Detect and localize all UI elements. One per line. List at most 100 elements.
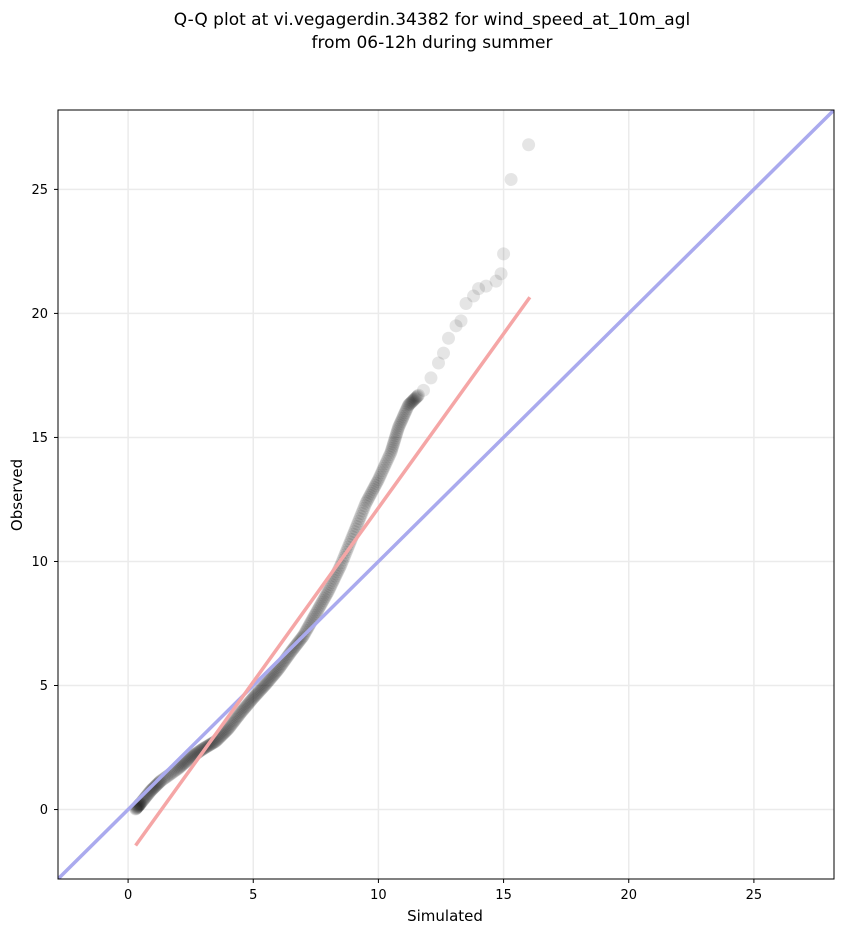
qq-point [371,473,385,487]
qq-point [263,672,277,686]
qq-point [411,388,425,402]
qq-point [403,397,417,411]
qq-point [264,671,278,685]
qq-point [267,667,281,681]
qq-point [238,701,252,715]
qq-point [318,590,332,604]
qq-point [459,296,473,310]
qq-point [256,681,270,695]
qq-point [287,641,301,655]
qq-point [258,678,272,692]
qq-point [237,702,251,716]
qq-point [353,512,367,526]
qq-point [179,754,193,768]
qq-point [148,780,162,794]
qq-point [375,466,389,480]
qq-point [227,714,241,728]
qq-point [174,759,188,773]
axis-ticks: 0 5 10 15 20 25 0 5 10 15 20 25 [31,183,762,903]
qq-point [232,708,246,722]
qq-point [317,592,331,606]
qq-point [151,776,165,790]
qq-point [381,452,395,466]
y-tick-label: 0 [40,803,48,818]
qq-point [308,608,322,622]
qq-point [261,675,275,689]
x-tick-label: 20 [620,888,637,903]
qq-point [351,517,365,531]
qq-point [406,393,420,407]
qq-point [150,777,164,791]
qq-point [300,621,314,635]
qq-point [154,774,168,788]
qq-point [153,775,167,789]
qq-point [310,605,324,619]
qq-point [254,683,268,697]
qq-point [356,504,370,518]
qq-point [382,450,396,464]
qq-point [385,443,399,457]
qq-point [350,519,364,533]
qq-point [225,717,239,731]
qq-point [449,319,463,333]
qq-point [240,698,254,712]
qq-point [400,402,414,416]
qq-point [396,409,410,423]
qq-point [260,676,274,690]
qq-point [391,421,405,435]
plot-area [58,110,834,879]
qq-point [313,599,327,613]
identity-line [58,110,834,879]
qq-point [235,705,249,719]
qq-point [181,753,195,767]
qq-point [246,691,260,705]
qq-point [239,700,253,714]
qq-point [233,707,247,721]
x-tick-label: 15 [495,888,512,903]
qq-point [385,441,399,455]
fit-line [134,296,532,847]
chart-title-line-1: Q-Q plot at vi.vegagerdin.34382 for wind… [174,10,690,30]
qq-point [248,689,262,703]
qq-point [223,719,237,733]
qq-point [354,509,368,523]
qq-point [145,782,159,796]
qq-point [182,752,196,766]
qq-point [366,482,380,496]
qq-point [230,711,244,725]
qq-point [251,685,265,699]
qq-point [262,674,276,688]
qq-point [149,778,163,792]
qq-point [352,514,366,528]
qq-point [253,684,267,698]
qq-point [368,479,382,493]
x-tick-label: 25 [746,888,763,903]
qq-point [247,690,261,704]
qq-point [243,695,257,709]
qq-point [454,314,468,328]
qq-point [411,389,425,403]
qq-point [404,396,418,410]
qq-point [442,331,456,345]
qq-point [401,398,415,412]
x-tick-label: 0 [124,888,132,903]
qq-point [312,601,326,615]
qq-point [326,576,340,590]
qq-point [504,172,518,186]
qq-point [257,680,271,694]
qq-point [206,736,220,750]
qq-point [178,755,192,769]
qq-point [402,397,416,411]
qq-point [309,607,323,621]
qq-point [392,419,406,433]
qq-point [255,682,269,696]
qq-point [489,274,503,288]
qq-point [363,488,377,502]
qq-point [360,494,374,508]
qq-point [436,346,450,360]
qq-point [149,779,163,793]
qq-point [249,688,263,702]
qq-point [322,582,336,596]
qq-point [379,457,393,471]
